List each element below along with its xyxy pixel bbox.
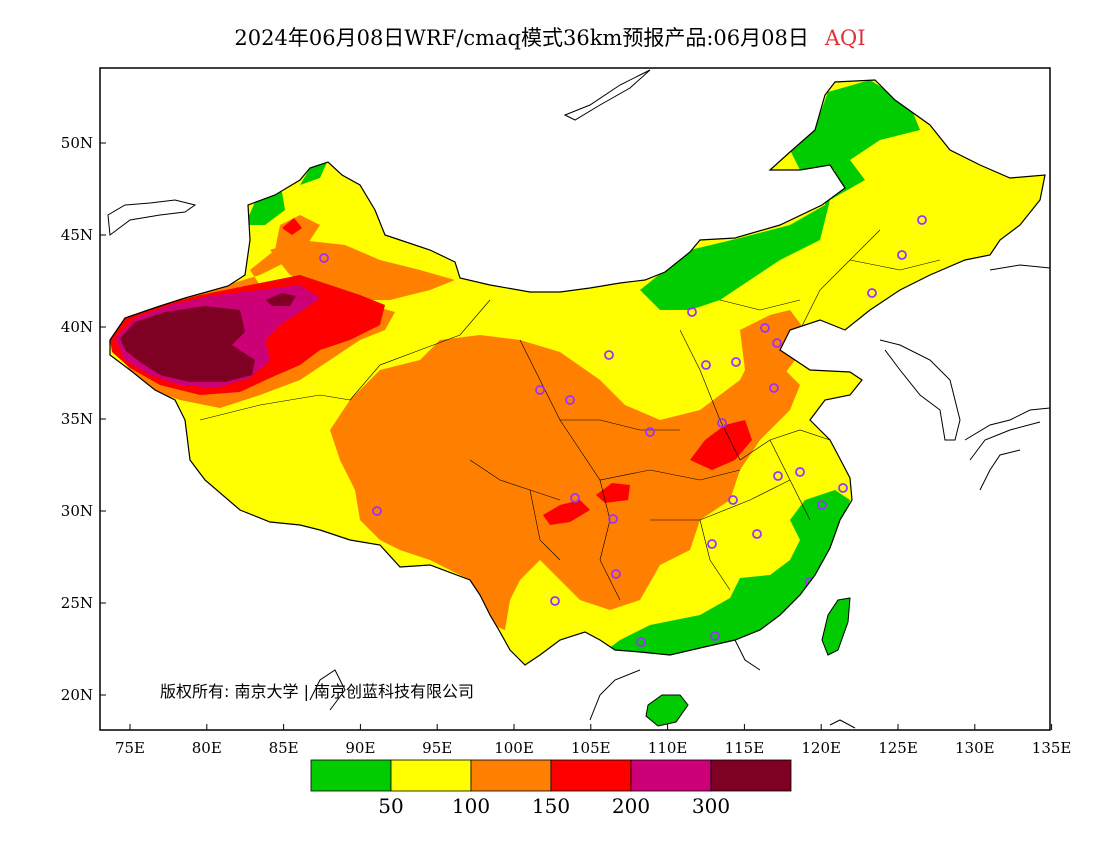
lon-tick-label: 90E [345,739,375,757]
lat-tick-label: 40N [61,318,93,336]
city-marker [550,596,560,606]
aqi-region-north-green-patch [300,160,328,185]
city-marker [707,539,717,549]
lon-tick-label: 120E [801,739,841,757]
lat-tick-label: 50N [61,134,93,152]
province-boundaries [199,229,941,601]
map-title: 2024年06月08日WRF/cmaq模式36km预报产品:06月08日 AQI [0,22,1100,52]
lon-tick-label: 95E [422,739,452,757]
lat-tick-label: 25N [61,594,93,612]
city-marker [604,350,614,360]
lat-tick-label: 20N [61,686,93,704]
colorbar-segment [470,759,552,792]
colorbar-label: 100 [452,794,490,818]
city-marker [319,253,329,263]
city-marker [701,360,711,370]
aqi-region-north-china-moderate [730,310,805,410]
aqi-region-henan-unhealthy [690,420,752,470]
city-marker [752,529,762,539]
city-marker [838,483,848,493]
colorbar-label: 150 [532,794,570,818]
latitude-axis: 50N 45N 40N 35N 30N 25N 20N [61,134,106,704]
city-marker [817,500,827,510]
city-marker [645,427,655,437]
lon-tick-label: 130E [955,739,995,757]
title-main: 2024年06月08日WRF/cmaq模式36km预报产品:06月08日 [234,26,809,50]
aqi-region-tarim-hazardous [120,306,255,382]
colorbar-label: 50 [378,794,403,818]
city-marker [728,495,738,505]
city-marker [769,383,779,393]
lat-tick-label: 35N [61,410,93,428]
lon-tick-label: 110E [648,739,688,757]
city-marker [611,569,621,579]
colorbar-label: 300 [692,794,730,818]
lat-tick-label: 30N [61,502,93,520]
city-marker [687,307,697,317]
lon-tick-label: 105E [571,739,611,757]
lon-tick-label: 75E [115,739,145,757]
city-marker [897,250,907,260]
colorbar-segment [550,759,632,792]
city-marker [760,323,770,333]
aqi-colorbar: 50 100 150 200 300 [310,759,792,818]
colorbar-segment [390,759,472,792]
coastlines [107,69,1050,729]
map-frame [99,67,1051,731]
city-marker [772,338,782,348]
lon-tick-label: 115E [725,739,765,757]
city-marker [565,395,575,405]
aqi-region-northeast-good [640,80,920,310]
aqi-region-sichuan-unhealthy [543,500,590,525]
colorbar-segment [710,759,792,792]
city-marker [372,506,382,516]
china-border [109,79,1046,666]
hainan-island [645,694,689,727]
city-marker [535,385,545,395]
aqi-region-tibet-sichuan-moderate [330,335,800,630]
colorbar-label: 200 [612,794,650,818]
aqi-region-nw-red-spot [282,218,302,235]
city-marker [867,288,877,298]
colorbar-segment [310,759,392,792]
colorbar-segment [630,759,712,792]
lon-tick-label: 135E [1032,739,1072,757]
copyright-text: 版权所有: 南京大学 | 南京创蓝科技有限公司 [160,682,474,701]
city-marker [731,357,741,367]
lon-tick-label: 100E [494,739,534,757]
city-marker [570,493,580,503]
taiwan-island [821,597,851,656]
city-marker [917,215,927,225]
city-marker [710,631,720,641]
lat-tick-label: 45N [61,226,93,244]
lon-tick-label: 80E [192,739,222,757]
title-product: AQI [824,26,866,50]
city-marker [608,514,618,524]
aqi-region-northwest-good [245,192,285,225]
longitude-axis: 75E 80E 85E 90E 95E 100E 105E 110E 115E 120E 125E 1… [115,724,1071,757]
lon-tick-label: 85E [269,739,299,757]
city-marker [717,418,727,428]
aqi-region-maroon-spot [266,293,296,306]
lon-tick-label: 125E [878,739,918,757]
city-marker [636,637,646,647]
city-marker [773,471,783,481]
city-marker [795,467,805,477]
